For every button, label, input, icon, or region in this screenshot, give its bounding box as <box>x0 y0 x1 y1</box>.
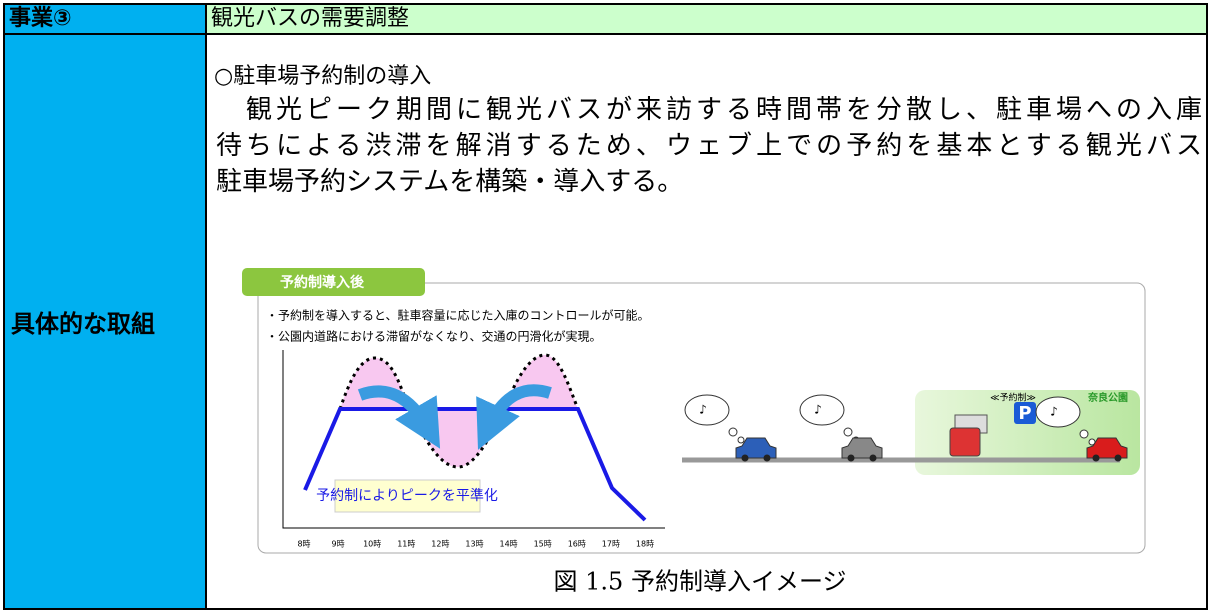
chart-label-box <box>334 479 481 513</box>
content-heading: ○駐車場予約制の導入 <box>214 64 432 89</box>
hour-label: 8時 <box>297 540 310 549</box>
wheel <box>763 454 771 462</box>
reserve-label: ≪予約制≫ <box>990 392 1036 404</box>
chart-label: 予約制によりピークを平準化 <box>316 488 498 504</box>
bubble <box>1035 396 1081 428</box>
bubble-dot <box>1079 429 1089 439</box>
wheel <box>847 454 855 462</box>
paragraph-line: 観光ピーク期間に観光バスが来訪する時間帯を分散し、駐車場への入庫 <box>216 95 1202 125</box>
bubble-dot <box>737 436 745 444</box>
axes <box>282 350 665 529</box>
hour-label: 11時 <box>397 540 415 549</box>
hour-label: 12時 <box>431 540 449 549</box>
park-label: 奈良公園 <box>1087 391 1128 404</box>
wheel <box>869 454 877 462</box>
parking-box <box>1014 402 1036 424</box>
hour-label: 17時 <box>602 540 620 549</box>
car <box>735 437 777 459</box>
arrow <box>357 385 441 449</box>
paragraph-line: 駐車場予約システムを構築・導入する。 <box>216 167 684 197</box>
bubble-text: ♪ <box>1050 405 1058 419</box>
car <box>1086 437 1128 459</box>
hour-label: 13時 <box>465 540 483 549</box>
header-label: 事業③ <box>3 3 207 35</box>
bus <box>949 427 981 457</box>
caption: 図 1.5 予約制導入イメージ <box>554 568 847 596</box>
wheel <box>1092 454 1100 462</box>
parking-sign: P <box>1018 403 1031 424</box>
content-cell <box>205 33 1208 610</box>
note: ・予約制を導入すると、駐車容量に応じた入庫のコントロールが可能。 <box>266 308 650 323</box>
bubble-text: ♪ <box>814 403 822 417</box>
note: ・公園内道路における滞留がなくなり、交通の円滑化が実現。 <box>266 329 602 344</box>
wheel <box>1114 454 1122 462</box>
tag <box>242 268 425 296</box>
paragraph-line: 待ちによる渋滞を解消するため、ウェブ上での予約を基本とする観光バス <box>216 131 1202 161</box>
bubble <box>684 394 730 426</box>
tag-text: 予約制導入後 <box>280 274 365 291</box>
bubble-text: ♪ <box>699 403 707 417</box>
arrow <box>476 384 552 450</box>
row-label: 具体的な取組 <box>3 33 207 610</box>
hour-label: 18時 <box>636 540 654 549</box>
hour-label: 16時 <box>568 540 586 549</box>
hour-label: 14時 <box>500 540 518 549</box>
bubble <box>799 394 845 426</box>
bubble-dot <box>728 427 738 437</box>
hour-label: 9時 <box>332 540 345 549</box>
hour-label: 15時 <box>534 540 552 549</box>
hour-label: 10時 <box>363 540 381 549</box>
paragraph: 観光ピーク期間に観光バスが来訪する時間帯を分散し、駐車場への入庫 待ちによる渋滞… <box>216 92 1202 200</box>
wheel <box>741 454 749 462</box>
car <box>841 437 883 459</box>
bubble-dot <box>843 427 853 437</box>
leveled-line <box>303 407 647 522</box>
